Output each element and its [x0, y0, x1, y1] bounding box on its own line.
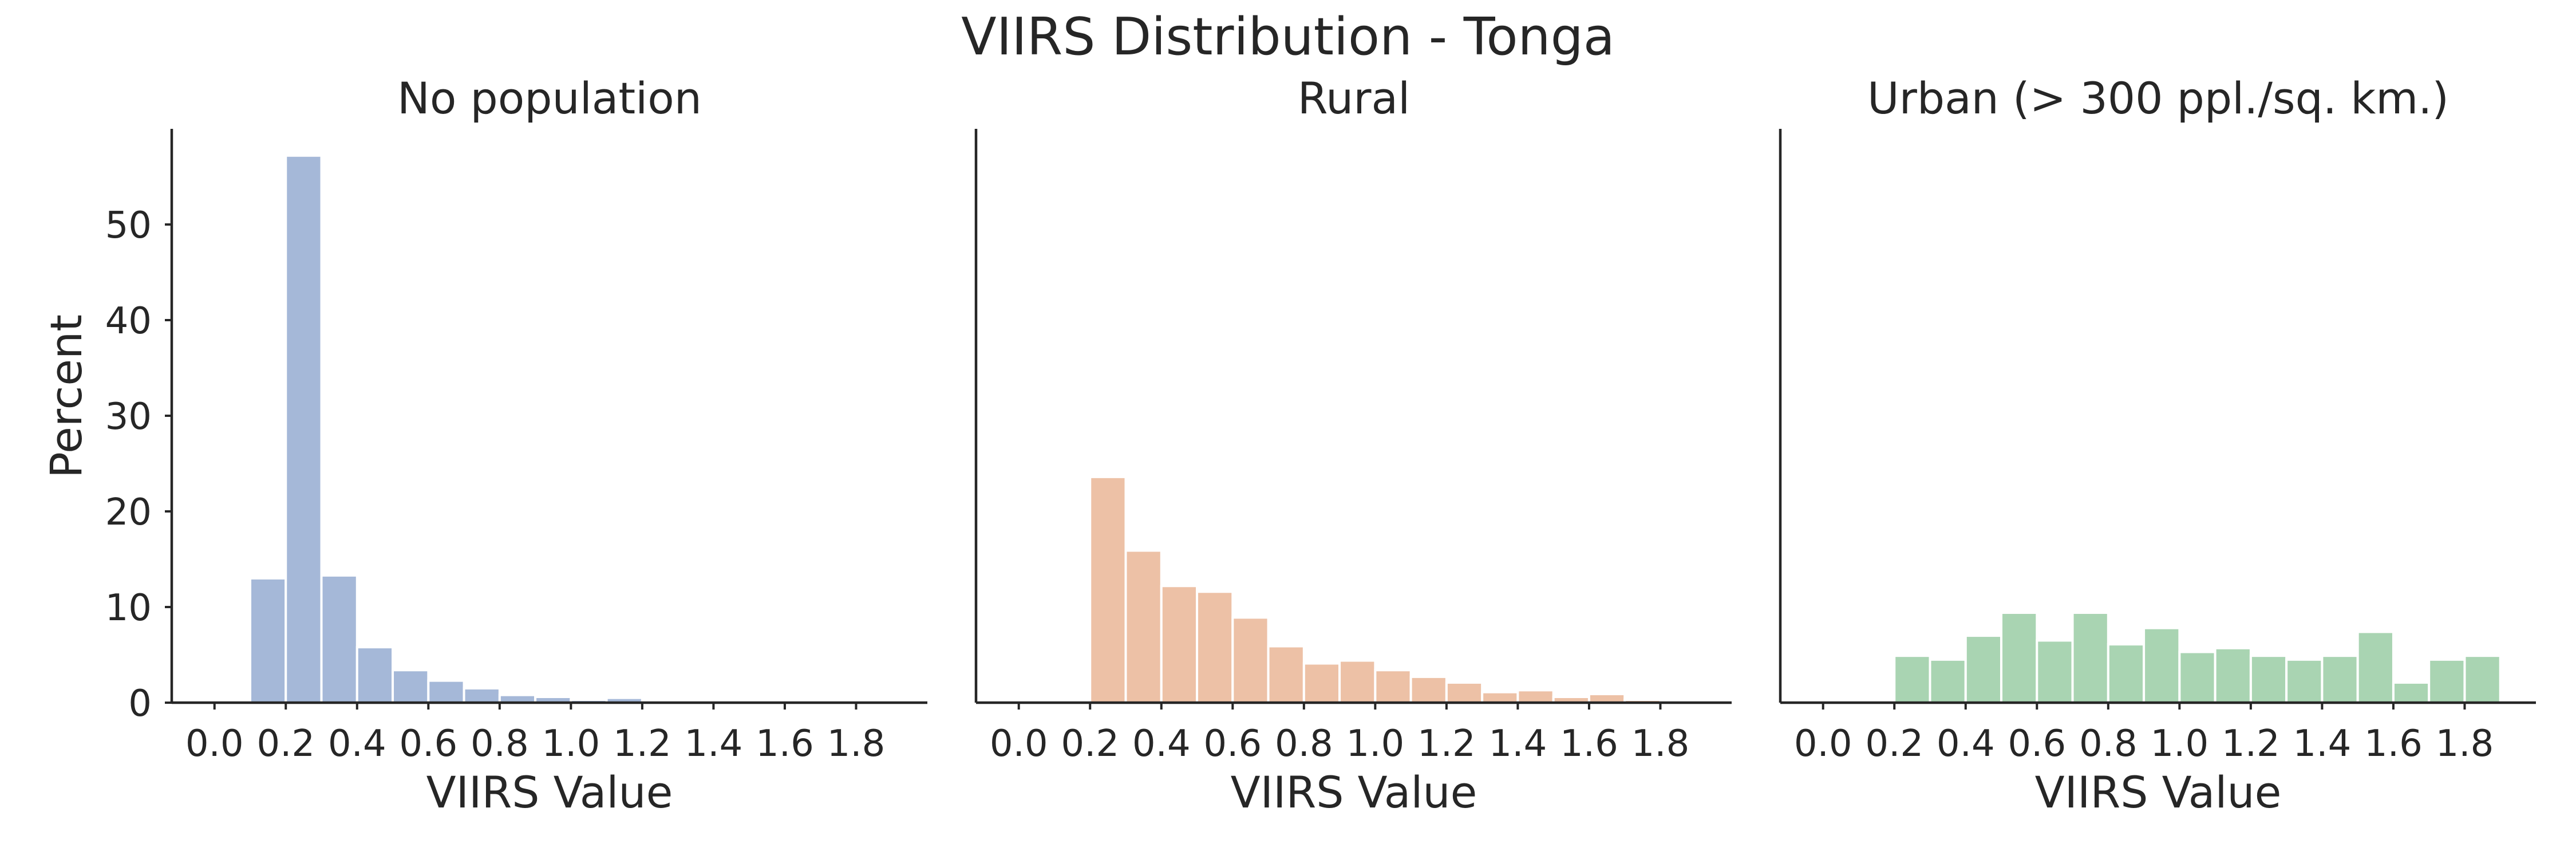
histogram-bar [2463, 655, 2502, 704]
histogram-bar [2392, 681, 2431, 704]
histogram-bar [1516, 689, 1555, 704]
panel-title: No population [397, 73, 702, 124]
x-tick-label: 0.2 [1061, 723, 1119, 765]
x-tick-label: 1.6 [1560, 723, 1618, 765]
x-axis-label: VIIRS Value [2035, 767, 2282, 818]
histogram-bar [355, 646, 394, 704]
histogram-bar [1893, 655, 1931, 704]
histogram-bar [1302, 662, 1341, 704]
x-tick-label: 0.8 [1275, 723, 1333, 765]
x-tick-label: 0.6 [2008, 723, 2066, 765]
histogram-bar [1267, 645, 1305, 704]
x-tick-label: 1.6 [756, 723, 814, 765]
histogram-bar [2036, 639, 2074, 704]
histogram-bar [2428, 658, 2466, 704]
x-tick-label: 0.0 [990, 723, 1048, 765]
histogram-bar [1231, 616, 1270, 704]
histogram-bar [1089, 475, 1127, 704]
x-axis-label: VIIRS Value [426, 767, 673, 818]
x-tick-label: 1.8 [2436, 723, 2494, 765]
x-tick-label: 1.4 [685, 723, 743, 765]
histogram-bar [2178, 651, 2217, 704]
x-tick-label: 0.0 [185, 723, 244, 765]
x-tick-label: 1.2 [1417, 723, 1476, 765]
histogram-bar [1374, 669, 1412, 704]
histogram-bar [248, 577, 287, 704]
x-tick-label: 1.2 [613, 723, 671, 765]
histogram-bar [2285, 658, 2324, 704]
histogram-bar [2214, 647, 2252, 704]
histogram-bar [1409, 675, 1448, 704]
x-tick-label: 0.6 [399, 723, 457, 765]
histogram-bar [1929, 658, 1967, 704]
histogram-bar [2143, 626, 2181, 704]
y-tick-label: 40 [105, 300, 152, 342]
histogram-bar [2321, 655, 2359, 704]
y-tick-label: 20 [105, 491, 152, 534]
x-tick-label: 1.0 [1346, 723, 1404, 765]
x-tick-label: 0.2 [1865, 723, 1923, 765]
histogram-bar [2071, 612, 2109, 704]
x-axis-label: VIIRS Value [1231, 767, 1477, 818]
histogram-bar [1124, 549, 1163, 704]
x-tick-label: 1.0 [542, 723, 600, 765]
x-tick-label: 0.0 [1794, 723, 1852, 765]
histogram-bar [2249, 655, 2288, 704]
x-tick-label: 1.8 [1631, 723, 1690, 765]
histogram-bar [2000, 612, 2038, 704]
panel-1: No population 0.0 0.2 0.4 0.6 0.8 1.0 1.2 1.4 1.6… [105, 73, 927, 818]
x-tick-label: 1.6 [2364, 723, 2423, 765]
histogram-panels: No population 0.0 0.2 0.4 0.6 0.8 1.0 1.2 1.4 1.6… [105, 73, 2536, 818]
panel-title: Urban (> 300 ppl./sq. km.) [1867, 73, 2449, 124]
histogram-bar [1445, 681, 1484, 704]
x-tick-label: 0.4 [328, 723, 386, 765]
x-tick-label: 0.4 [1132, 723, 1191, 765]
histogram-bar [2356, 631, 2395, 704]
panel-3: Urban (> 300 ppl./sq. km.) 0.0 0.2 0.4 0.6 0.… [1779, 73, 2536, 818]
x-tick-label: 0.4 [1937, 723, 1995, 765]
histogram-bar [1964, 635, 2003, 704]
x-tick-label: 0.6 [1203, 723, 1262, 765]
histogram-bar [1481, 691, 1519, 704]
panel-2: Rural 0.0 0.2 0.4 0.6 0.8 1.0 1.2 1.4 1.6 1.8 VIIRS… [974, 73, 1732, 818]
histogram-bar [392, 669, 430, 704]
x-tick-label: 1.4 [2293, 723, 2352, 765]
x-tick-label: 1.4 [1489, 723, 1547, 765]
histogram-bar [2107, 643, 2146, 704]
figure-title: VIIRS Distribution - Tonga [961, 7, 1615, 67]
x-tick-label: 0.2 [256, 723, 315, 765]
x-tick-label: 1.8 [827, 723, 886, 765]
y-tick-label: 30 [105, 396, 152, 438]
histogram-bar [463, 687, 501, 704]
x-tick-label: 0.8 [2079, 723, 2138, 765]
panel-title: Rural [1298, 73, 1411, 124]
y-tick-label: 50 [105, 204, 152, 247]
y-tick-label: 0 [128, 683, 152, 725]
histogram-bar [320, 574, 358, 704]
x-tick-label: 0.8 [471, 723, 529, 765]
histogram-bar [1587, 692, 1626, 704]
histogram-bar [285, 154, 323, 704]
y-axis-label: Percent [41, 314, 92, 478]
histogram-bar [1196, 590, 1234, 704]
histogram-bar [1338, 659, 1377, 704]
x-tick-label: 1.0 [2150, 723, 2208, 765]
x-tick-label: 1.2 [2222, 723, 2280, 765]
histogram-bar [427, 679, 465, 704]
histogram-bar [1160, 585, 1199, 704]
y-tick-label: 10 [105, 587, 152, 629]
